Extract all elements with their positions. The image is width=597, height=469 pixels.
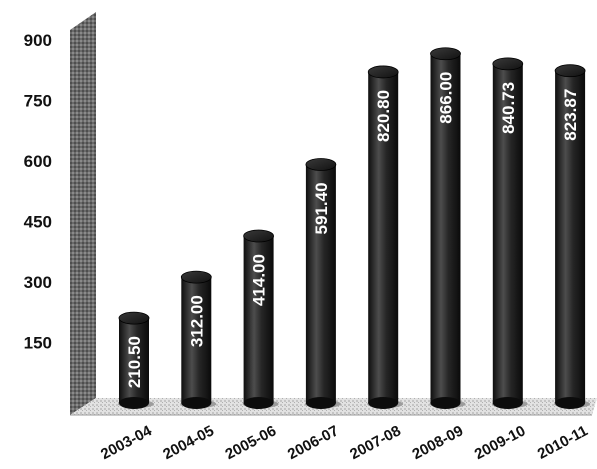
bar: [181, 277, 212, 403]
data-label: 840.73: [499, 82, 518, 134]
data-label: 820.80: [374, 90, 393, 142]
data-label: 823.87: [561, 89, 580, 141]
y-tick-label: 750: [24, 92, 52, 111]
bar-cap: [118, 311, 150, 325]
x-tick-label: 2010-11: [535, 422, 591, 462]
y-tick-label: 300: [24, 273, 52, 292]
chart-wall: [70, 12, 96, 415]
bar-cap: [554, 64, 586, 78]
bar-cap: [367, 65, 399, 79]
x-tick-label: 2007-08: [347, 422, 404, 463]
y-tick-label: 150: [24, 334, 52, 353]
bars: 210.50 312.00 414.00 591.40 820.80 866.00 840.…: [118, 47, 591, 409]
x-tick-label: 2006-07: [285, 422, 342, 463]
bar: [492, 63, 523, 403]
y-axis-ticks: 150 300 450 600 750 900: [24, 31, 52, 353]
bar-base: [119, 397, 149, 409]
bar-base: [430, 397, 461, 409]
bar-base: [305, 397, 336, 409]
data-label: 866.00: [437, 72, 456, 124]
x-tick-label: 2004-05: [160, 422, 217, 463]
bar: [368, 71, 399, 403]
x-tick-label: 2009-10: [472, 422, 529, 463]
bar: [243, 236, 274, 403]
data-label: 312.00: [187, 295, 206, 347]
bar-cap: [492, 57, 524, 71]
bar: [555, 70, 586, 404]
data-label: 210.50: [125, 336, 144, 388]
x-axis-ticks: 2003-04 2004-05 2005-06 2006-07 2007-08 2008-…: [98, 422, 591, 463]
bar-base: [555, 397, 586, 409]
y-tick-label: 450: [24, 213, 52, 232]
bar: [430, 53, 461, 404]
bar-cap: [180, 270, 212, 284]
bar-base: [243, 397, 274, 409]
data-label: 591.40: [312, 182, 331, 234]
y-tick-label: 600: [24, 152, 52, 171]
bar: [305, 164, 336, 403]
bar-cap: [305, 158, 337, 171]
bar-cap: [430, 47, 461, 61]
bar-base: [181, 397, 212, 409]
x-tick-label: 2003-04: [98, 422, 155, 463]
bar: [119, 318, 149, 403]
x-tick-label: 2005-06: [223, 422, 280, 463]
y-tick-label: 900: [24, 31, 52, 50]
bar-cap: [243, 229, 275, 243]
bar-base: [492, 397, 523, 409]
x-tick-label: 2008-09: [409, 422, 466, 463]
bar-base: [368, 397, 399, 409]
data-label: 414.00: [250, 254, 269, 306]
